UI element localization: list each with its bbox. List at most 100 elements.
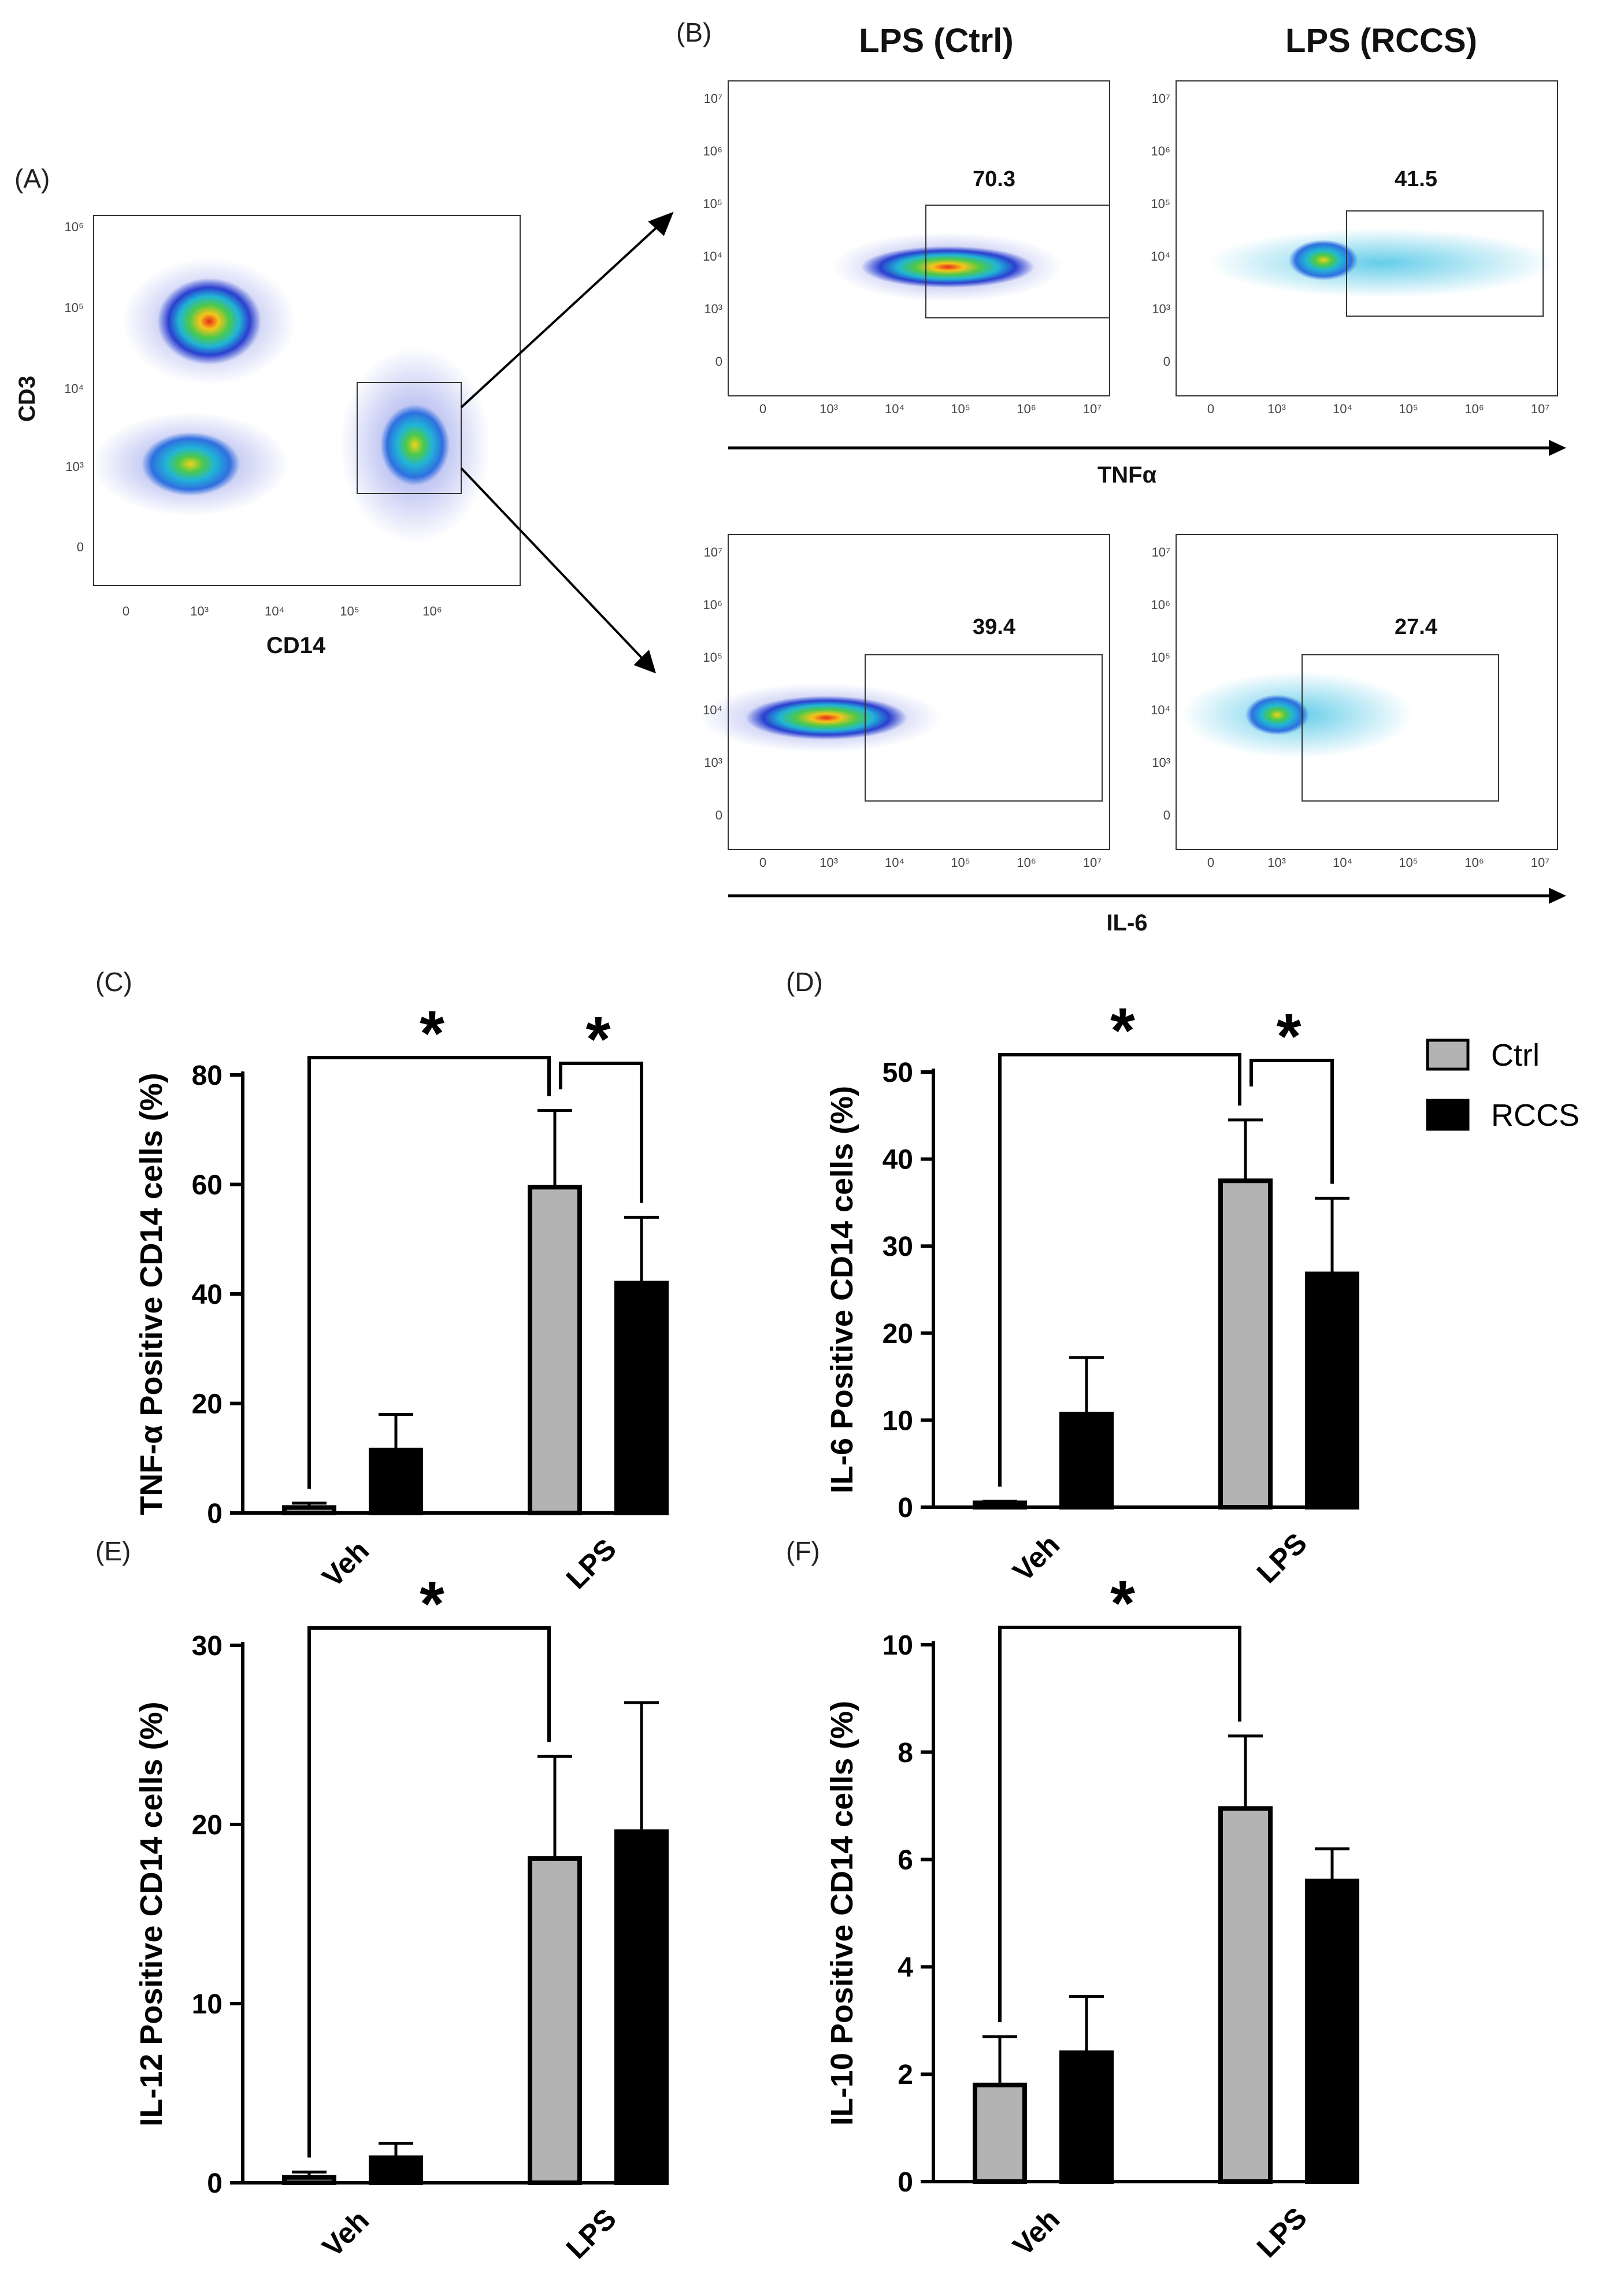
panel-label-e: (E) <box>95 1536 131 1566</box>
flow-x-tick: 10⁷ <box>1083 855 1102 870</box>
panel-a-y-ticks: 0 10³ 10⁴ 10⁵ 10⁶ <box>64 220 84 554</box>
panel-label-f: (F) <box>786 1536 820 1566</box>
panel-label-d: (D) <box>786 967 823 997</box>
flow-x-tick: 10⁴ <box>885 402 904 416</box>
flow-x-tick: 10³ <box>1267 402 1286 416</box>
cd14-gate <box>357 382 462 494</box>
column-header-ctrl: LPS (Ctrl) <box>859 22 1013 60</box>
panel-a-x-tick: 10⁶ <box>422 604 442 618</box>
panel-a-x-tick: 10⁴ <box>265 604 284 618</box>
tnf-ctrl-gate <box>925 205 1110 318</box>
flow-x-tick: 10⁶ <box>1017 855 1036 870</box>
flow-x-tick: 0 <box>1207 402 1214 416</box>
gate-value-il6-rccs: 27.4 <box>1395 615 1437 639</box>
flow-y-tick: 10⁵ <box>1151 196 1170 211</box>
legend-swatch-ctrl <box>1426 1039 1470 1071</box>
flow-x-tick: 10⁵ <box>951 402 970 416</box>
category-label: Veh <box>316 1534 375 1593</box>
flow-x-tick: 10⁵ <box>1399 402 1418 416</box>
bar-rccs-lps <box>614 1281 669 1516</box>
il6-rccs-gate <box>1302 654 1499 802</box>
category-label: Veh <box>1007 1529 1066 1588</box>
y-tick-label: 6 <box>898 1845 913 1876</box>
significance-star: * <box>420 998 444 1069</box>
bar-ctrl-lps <box>1218 1806 1273 2184</box>
flow-x-tick: 10⁷ <box>1083 402 1102 416</box>
flow-x-tick: 10⁴ <box>885 855 904 870</box>
significance-star: * <box>1277 1001 1302 1072</box>
panel-a-x-tick: 10³ <box>190 604 209 618</box>
significance-bracket <box>1249 1059 1334 1184</box>
y-tick-label: 20 <box>192 1810 223 1841</box>
flow-y-tick: 10³ <box>704 755 722 770</box>
flow-x-tick: 10⁴ <box>1333 855 1352 870</box>
flow-y-tick: 10⁵ <box>703 650 722 665</box>
panel-a-scatter <box>92 215 521 586</box>
flow-x-tick: 0 <box>1207 855 1214 870</box>
flow-y-tick: 10⁶ <box>703 144 722 158</box>
tnf-rccs-gate <box>1346 210 1544 317</box>
flow-y-tick: 10⁴ <box>1151 703 1170 717</box>
y-tick-label: 20 <box>883 1319 913 1349</box>
category-label: LPS <box>560 2202 622 2265</box>
bar-rccs-lps <box>614 1829 669 2185</box>
flow-x-tick: 10⁷ <box>1531 855 1549 870</box>
flow-x-tick: 10⁷ <box>1531 402 1549 416</box>
panel-a-y-label: CD3 <box>14 376 40 422</box>
bar-rccs-veh <box>1059 2050 1114 2185</box>
y-tick-label: 80 <box>192 1060 223 1091</box>
flow-x-tick: 10⁶ <box>1017 402 1036 416</box>
bar-rccs-lps <box>1305 1878 1359 2184</box>
panel-a-y-tick: 10⁶ <box>64 220 84 234</box>
y-tick-label: 8 <box>898 1738 913 1768</box>
y-tick-label: 10 <box>192 1989 223 2020</box>
category-label: Veh <box>316 2204 375 2263</box>
category-label: LPS <box>1251 2201 1313 2264</box>
flow-y-tick: 0 <box>715 354 722 369</box>
category-label: LPS <box>560 1533 622 1595</box>
flow-plot-il6-rccs: 27.4 <box>1176 534 1558 850</box>
flow-y-tick: 10⁶ <box>703 598 722 612</box>
flow-y-tick: 10⁵ <box>1151 650 1170 665</box>
y-tick-label: 60 <box>192 1170 223 1201</box>
panel-a-y-tick: 0 <box>77 540 84 554</box>
flow-y-tick: 10⁴ <box>703 703 722 717</box>
category-label: Veh <box>1007 2203 1066 2262</box>
flow-x-tick: 10³ <box>820 402 838 416</box>
flow-plot-il6-ctrl: 39.4 <box>699 534 1110 850</box>
chart-f: 0 2 4 6 8 10 IL-10 Positive CD14 cells (%) Veh L… <box>825 1568 1359 2264</box>
axis-label-il6: IL-6 <box>1106 910 1147 936</box>
flow-y-tick: 10⁷ <box>1152 545 1170 559</box>
y-axis-title: IL-12 Positive CD14 cells (%) <box>134 1701 169 2126</box>
flow-y-tick: 10⁷ <box>704 545 722 559</box>
il6-ctrl-gate <box>865 654 1103 802</box>
flow-y-tick: 0 <box>715 808 722 822</box>
bar-rccs-veh <box>369 1448 423 1516</box>
y-tick-label: 0 <box>898 2167 913 2198</box>
significance-star: * <box>1110 1568 1135 1639</box>
significance-bracket <box>559 1062 643 1203</box>
panel-label-a: (A) <box>14 164 50 194</box>
panel-a-x-tick: 10⁵ <box>340 604 359 618</box>
bar-rccs-veh <box>369 2155 423 2186</box>
y-tick-label: 20 <box>192 1389 223 1420</box>
legend-swatch-rccs <box>1426 1099 1470 1131</box>
flow-plot-tnf-ctrl: 70.3 <box>728 80 1110 396</box>
axis-label-tnf: TNFα <box>1098 462 1157 488</box>
legend-label-ctrl: Ctrl <box>1491 1038 1540 1073</box>
flow-y-tick: 10⁵ <box>703 196 722 211</box>
panel-a-y-tick: 10³ <box>65 459 84 474</box>
flow-x-tick: 10⁵ <box>951 855 970 870</box>
y-tick-label: 0 <box>207 1499 223 1529</box>
chart-d: 0 10 20 30 40 50 IL-6 Positive CD14 cells (%) V… <box>825 995 1359 1589</box>
y-tick-label: 40 <box>192 1279 223 1310</box>
significance-bracket <box>998 1626 1241 2023</box>
flow-y-tick: 10⁴ <box>703 249 722 264</box>
flow-x-tick: 10⁴ <box>1333 402 1352 416</box>
flow-y-tick: 10⁷ <box>1152 91 1170 106</box>
significance-star: * <box>586 1004 611 1075</box>
legend: Ctrl RCCS <box>1426 1038 1579 1133</box>
panel-a-x-label: CD14 <box>266 633 326 658</box>
